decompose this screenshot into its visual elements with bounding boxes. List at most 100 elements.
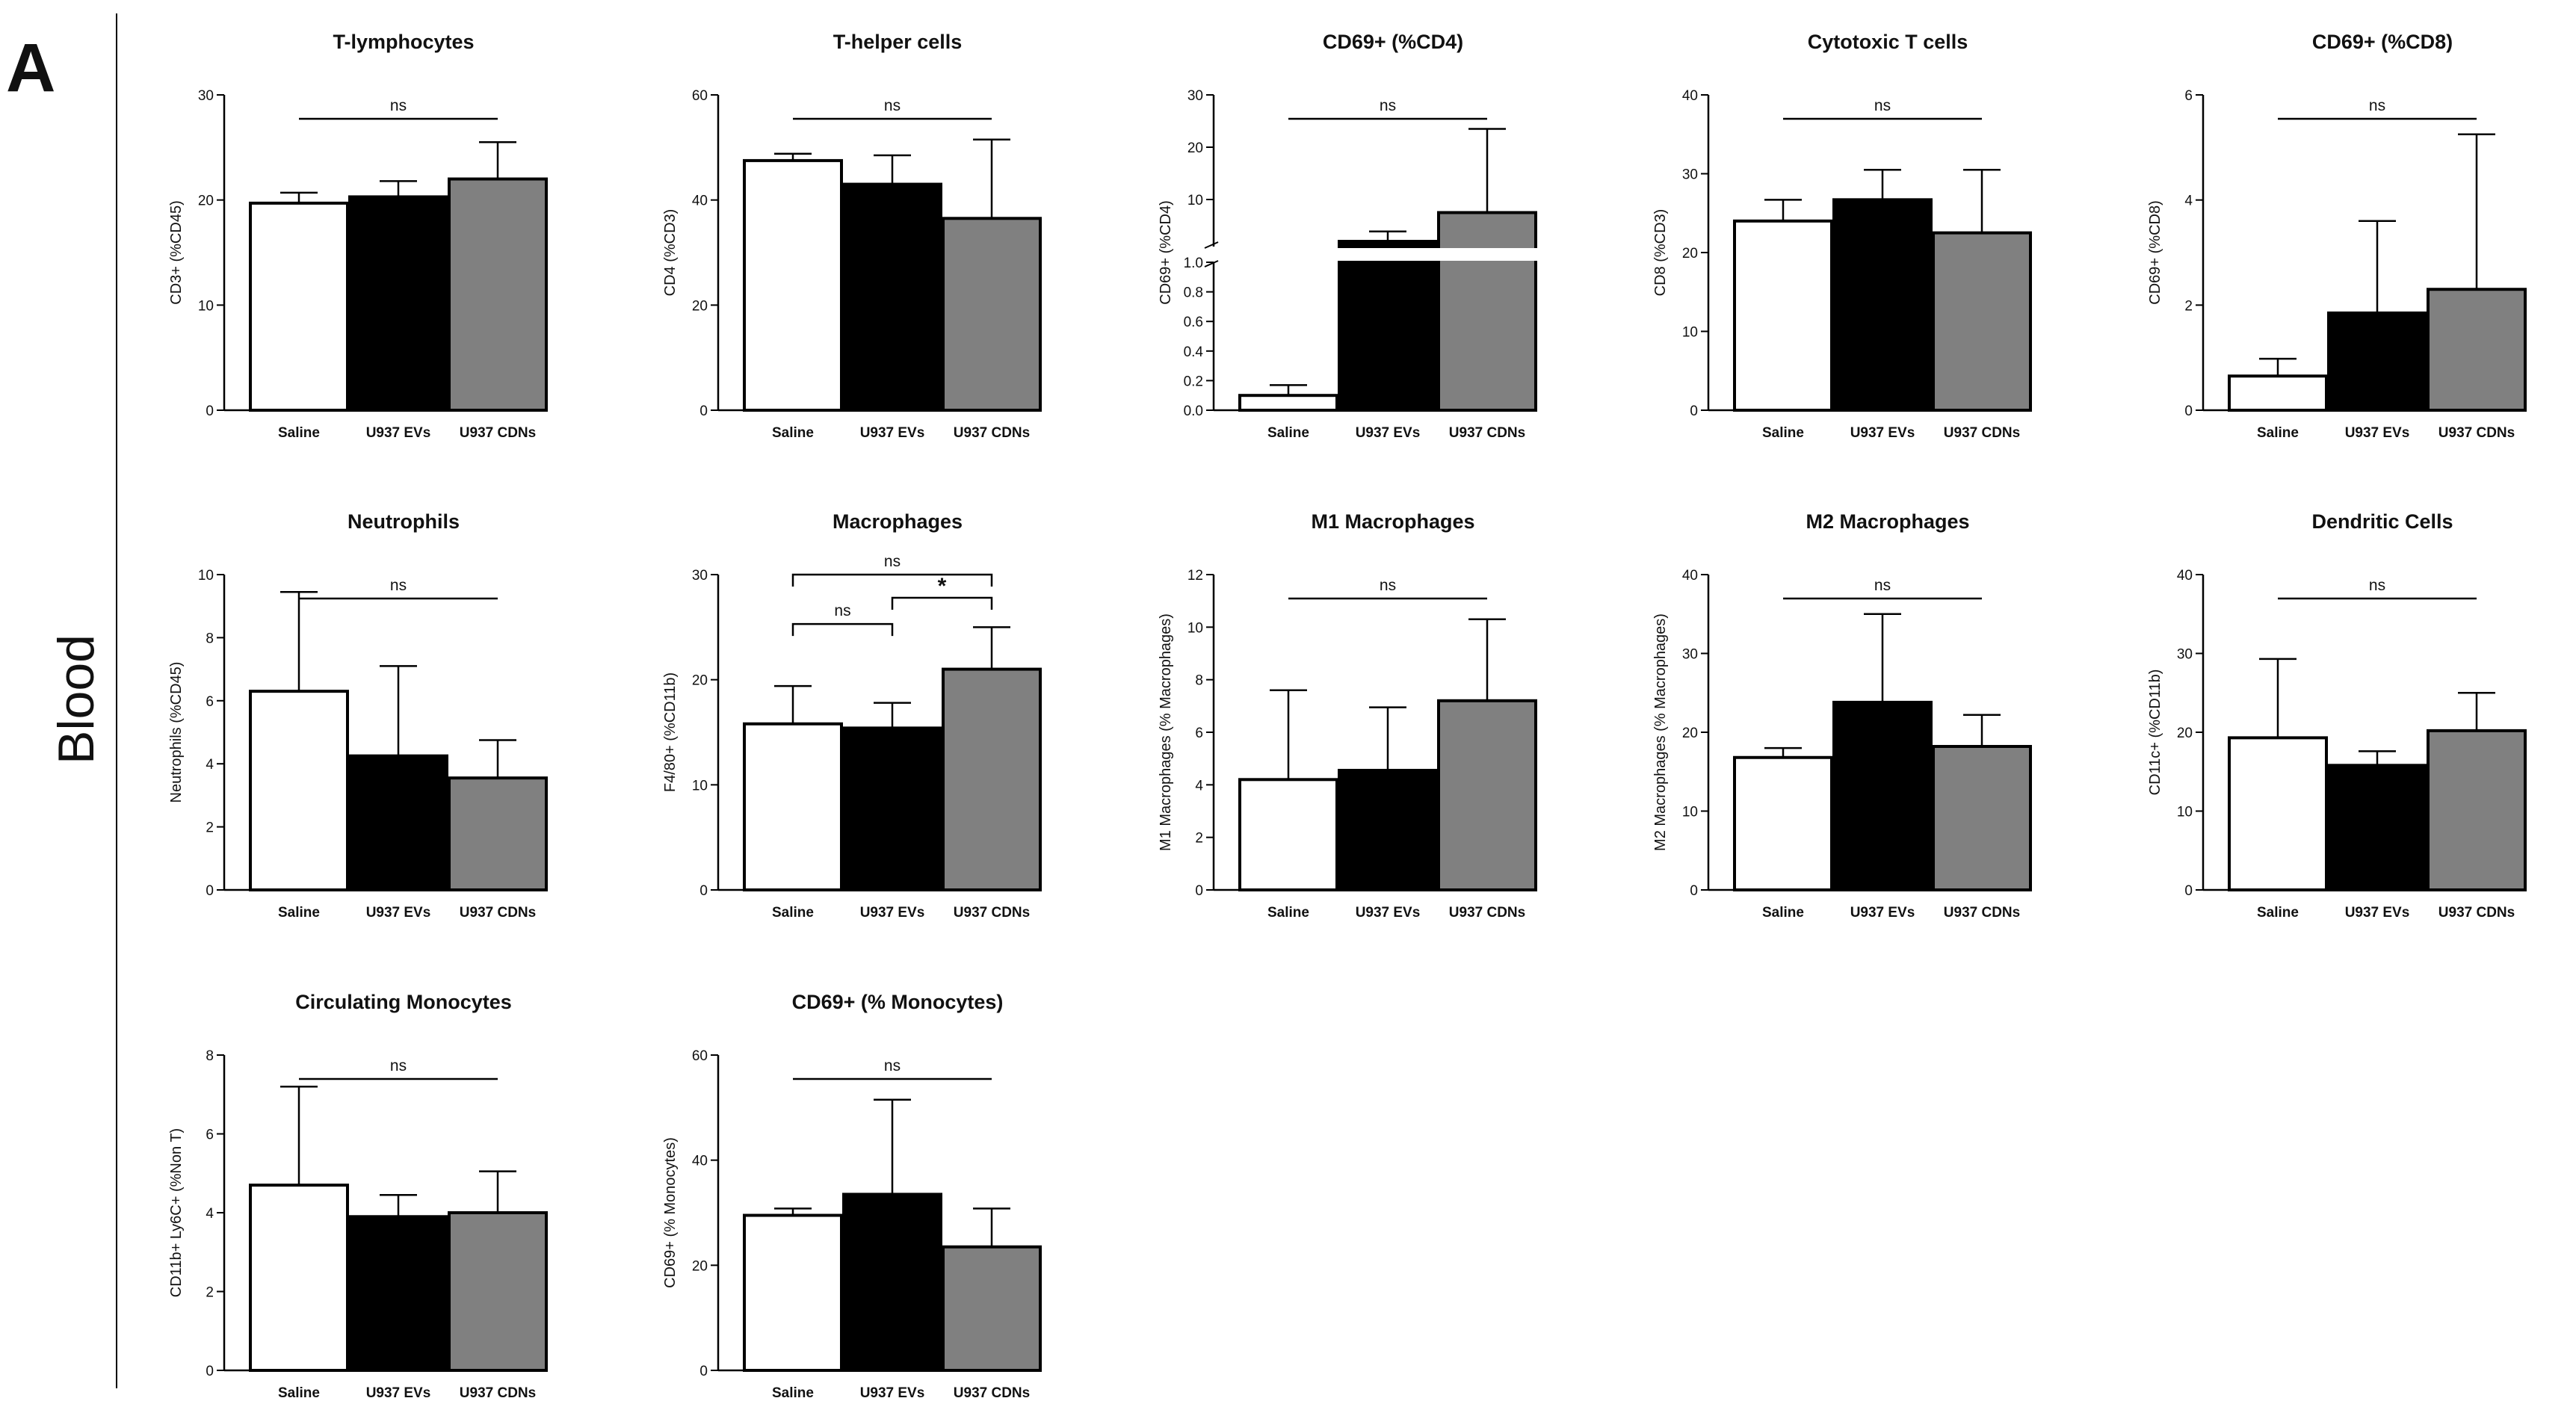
x-category-label: U937 CDNs	[460, 425, 536, 441]
y-axis-label: CD69+ (%CD4)	[1158, 200, 1174, 304]
bar-saline	[1733, 755, 1833, 892]
significance-label: ns	[390, 1057, 407, 1074]
bar-u937-evs	[842, 182, 942, 412]
y-tick-label: 20	[2177, 726, 2193, 741]
x-category-label: U937 CDNs	[2438, 905, 2515, 921]
x-category-label: U937 EVs	[860, 425, 925, 441]
y-tick-label: 40	[1682, 568, 1698, 584]
significance-label: ns	[390, 577, 407, 594]
y-tick-label: 6	[2184, 88, 2193, 104]
y-tick-label: 40	[2177, 568, 2193, 584]
y-tick-label: 0	[2184, 883, 2193, 899]
significance-annotation: ns	[1288, 577, 1487, 600]
y-tick-label: 20	[198, 194, 214, 209]
axis-break-mark	[1204, 241, 1219, 249]
y-tick-label: 8	[206, 631, 214, 646]
bar-u937-cdns	[942, 667, 1042, 891]
chart-2: T-helper cells CD4 (%CD3) 0 20 40 60 Saline U93…	[662, 31, 1042, 441]
bar-u937-evs	[1338, 768, 1438, 892]
axis-break-mark	[1204, 260, 1219, 267]
bar-saline	[743, 158, 843, 412]
chart-title: Circulating Monocytes	[295, 991, 512, 1013]
bar-saline	[249, 690, 349, 891]
chart-10: Dendritic Cells CD11c+ (%CD11b) 0 10 20 30 40 S…	[2147, 510, 2527, 921]
chart-7: Macrophages F4/80+ (%CD11b) 0 10 20 30 Saline U…	[662, 510, 1042, 921]
y-tick-label: 6	[1195, 726, 1203, 741]
y-tick-label: 0.6	[1184, 315, 1203, 330]
y-tick-label: 0	[1690, 403, 1698, 419]
y-axis-label: M1 Macrophages (% Macrophages)	[1158, 613, 1174, 851]
chart-title: CD69+ (% Monocytes)	[792, 991, 1004, 1013]
x-category-label: U937 EVs	[1356, 905, 1421, 921]
x-category-label: U937 CDNs	[460, 1385, 536, 1401]
bar-u937-evs	[842, 1193, 942, 1372]
bar-u937-cdns	[448, 776, 548, 891]
bar-saline	[743, 722, 843, 891]
chart-3: CD69+ (%CD4) CD69+ (%CD4) 0.0 0.2 0.4 0.6 0.8 1…	[1158, 31, 1538, 441]
significance-label: ns	[884, 97, 901, 114]
y-tick-label: 8	[1195, 673, 1203, 689]
significance-annotation: ns	[1288, 97, 1487, 120]
y-tick-label: 4	[2184, 194, 2193, 209]
chart-4: Cytotoxic T cells CD8 (%CD3) 0 10 20 30 40 Sali…	[1652, 31, 2032, 441]
y-tick-label: 40	[692, 1154, 708, 1169]
chart-title: Dendritic Cells	[2311, 510, 2453, 533]
x-category-label: U937 EVs	[860, 1385, 925, 1401]
y-axis-label: CD11c+ (%CD11b)	[2147, 669, 2163, 796]
x-category-label: U937 CDNs	[954, 425, 1030, 441]
significance-annotation: ns	[793, 97, 992, 120]
x-category-label: U937 CDNs	[2438, 425, 2515, 441]
bar-u937-cdns	[1932, 744, 2032, 891]
y-tick-label: 30	[1682, 647, 1698, 663]
significance-label: ns	[2369, 97, 2385, 114]
x-category-label: U937 CDNs	[954, 905, 1030, 921]
chart-12: CD69+ (% Monocytes) CD69+ (% Monocytes) 0 2…	[662, 991, 1042, 1401]
significance-bracket	[791, 622, 894, 637]
bar-u937-cdns	[942, 1245, 1042, 1373]
bar-saline	[2228, 374, 2328, 412]
y-tick-label: 30	[1187, 88, 1203, 104]
x-category-label: Saline	[2257, 425, 2299, 441]
significance-label: *	[938, 574, 947, 599]
x-category-label: Saline	[772, 905, 814, 921]
y-tick-label: 0.0	[1184, 403, 1203, 419]
bar-break-gap	[1337, 248, 1439, 261]
x-category-label: Saline	[2257, 905, 2299, 921]
x-category-label: U937 EVs	[860, 905, 925, 921]
panel-label: A	[6, 30, 55, 106]
y-tick-label: 1.0	[1184, 256, 1203, 271]
y-tick-label: 20	[1682, 726, 1698, 741]
y-tick-label: 10	[198, 568, 214, 584]
significance-bracket	[791, 573, 993, 587]
y-tick-label: 2	[2184, 298, 2193, 314]
y-tick-label: 2	[206, 1285, 214, 1301]
x-category-label: Saline	[772, 425, 814, 441]
y-tick-label: 0	[1690, 883, 1698, 899]
x-category-label: U937 EVs	[2345, 425, 2410, 441]
x-category-label: U937 CDNs	[1449, 905, 1525, 921]
x-category-label: U937 EVs	[1850, 905, 1915, 921]
significance-annotation: ns	[2278, 97, 2477, 120]
y-axis-label: CD8 (%CD3)	[1652, 209, 1669, 297]
y-tick-label: 10	[1187, 193, 1203, 208]
significance-label: ns	[884, 553, 901, 570]
y-tick-label: 20	[1187, 140, 1203, 156]
chart-title: CD69+ (%CD4)	[1323, 31, 1463, 53]
y-tick-label: 60	[692, 1048, 708, 1064]
y-tick-label: 0	[206, 1364, 214, 1379]
y-tick-label: 0	[699, 883, 708, 899]
x-category-label: U937 EVs	[366, 1385, 431, 1401]
bar-u937-evs	[348, 754, 448, 892]
significance-label: ns	[1380, 97, 1396, 114]
bar-u937-cdns	[1437, 699, 1537, 891]
significance-annotation: ns	[793, 1057, 992, 1080]
significance-label: ns	[2369, 577, 2385, 594]
chart-11: Circulating Monocytes CD11b+ Ly6C+ (%Non …	[168, 991, 548, 1401]
y-axis-label: CD69+ (%CD8)	[2147, 200, 2163, 304]
x-category-label: U937 EVs	[1356, 425, 1421, 441]
y-tick-label: 0	[206, 403, 214, 419]
x-category-label: Saline	[1762, 905, 1804, 921]
y-tick-label: 10	[2177, 805, 2193, 820]
bar-saline	[249, 201, 349, 412]
